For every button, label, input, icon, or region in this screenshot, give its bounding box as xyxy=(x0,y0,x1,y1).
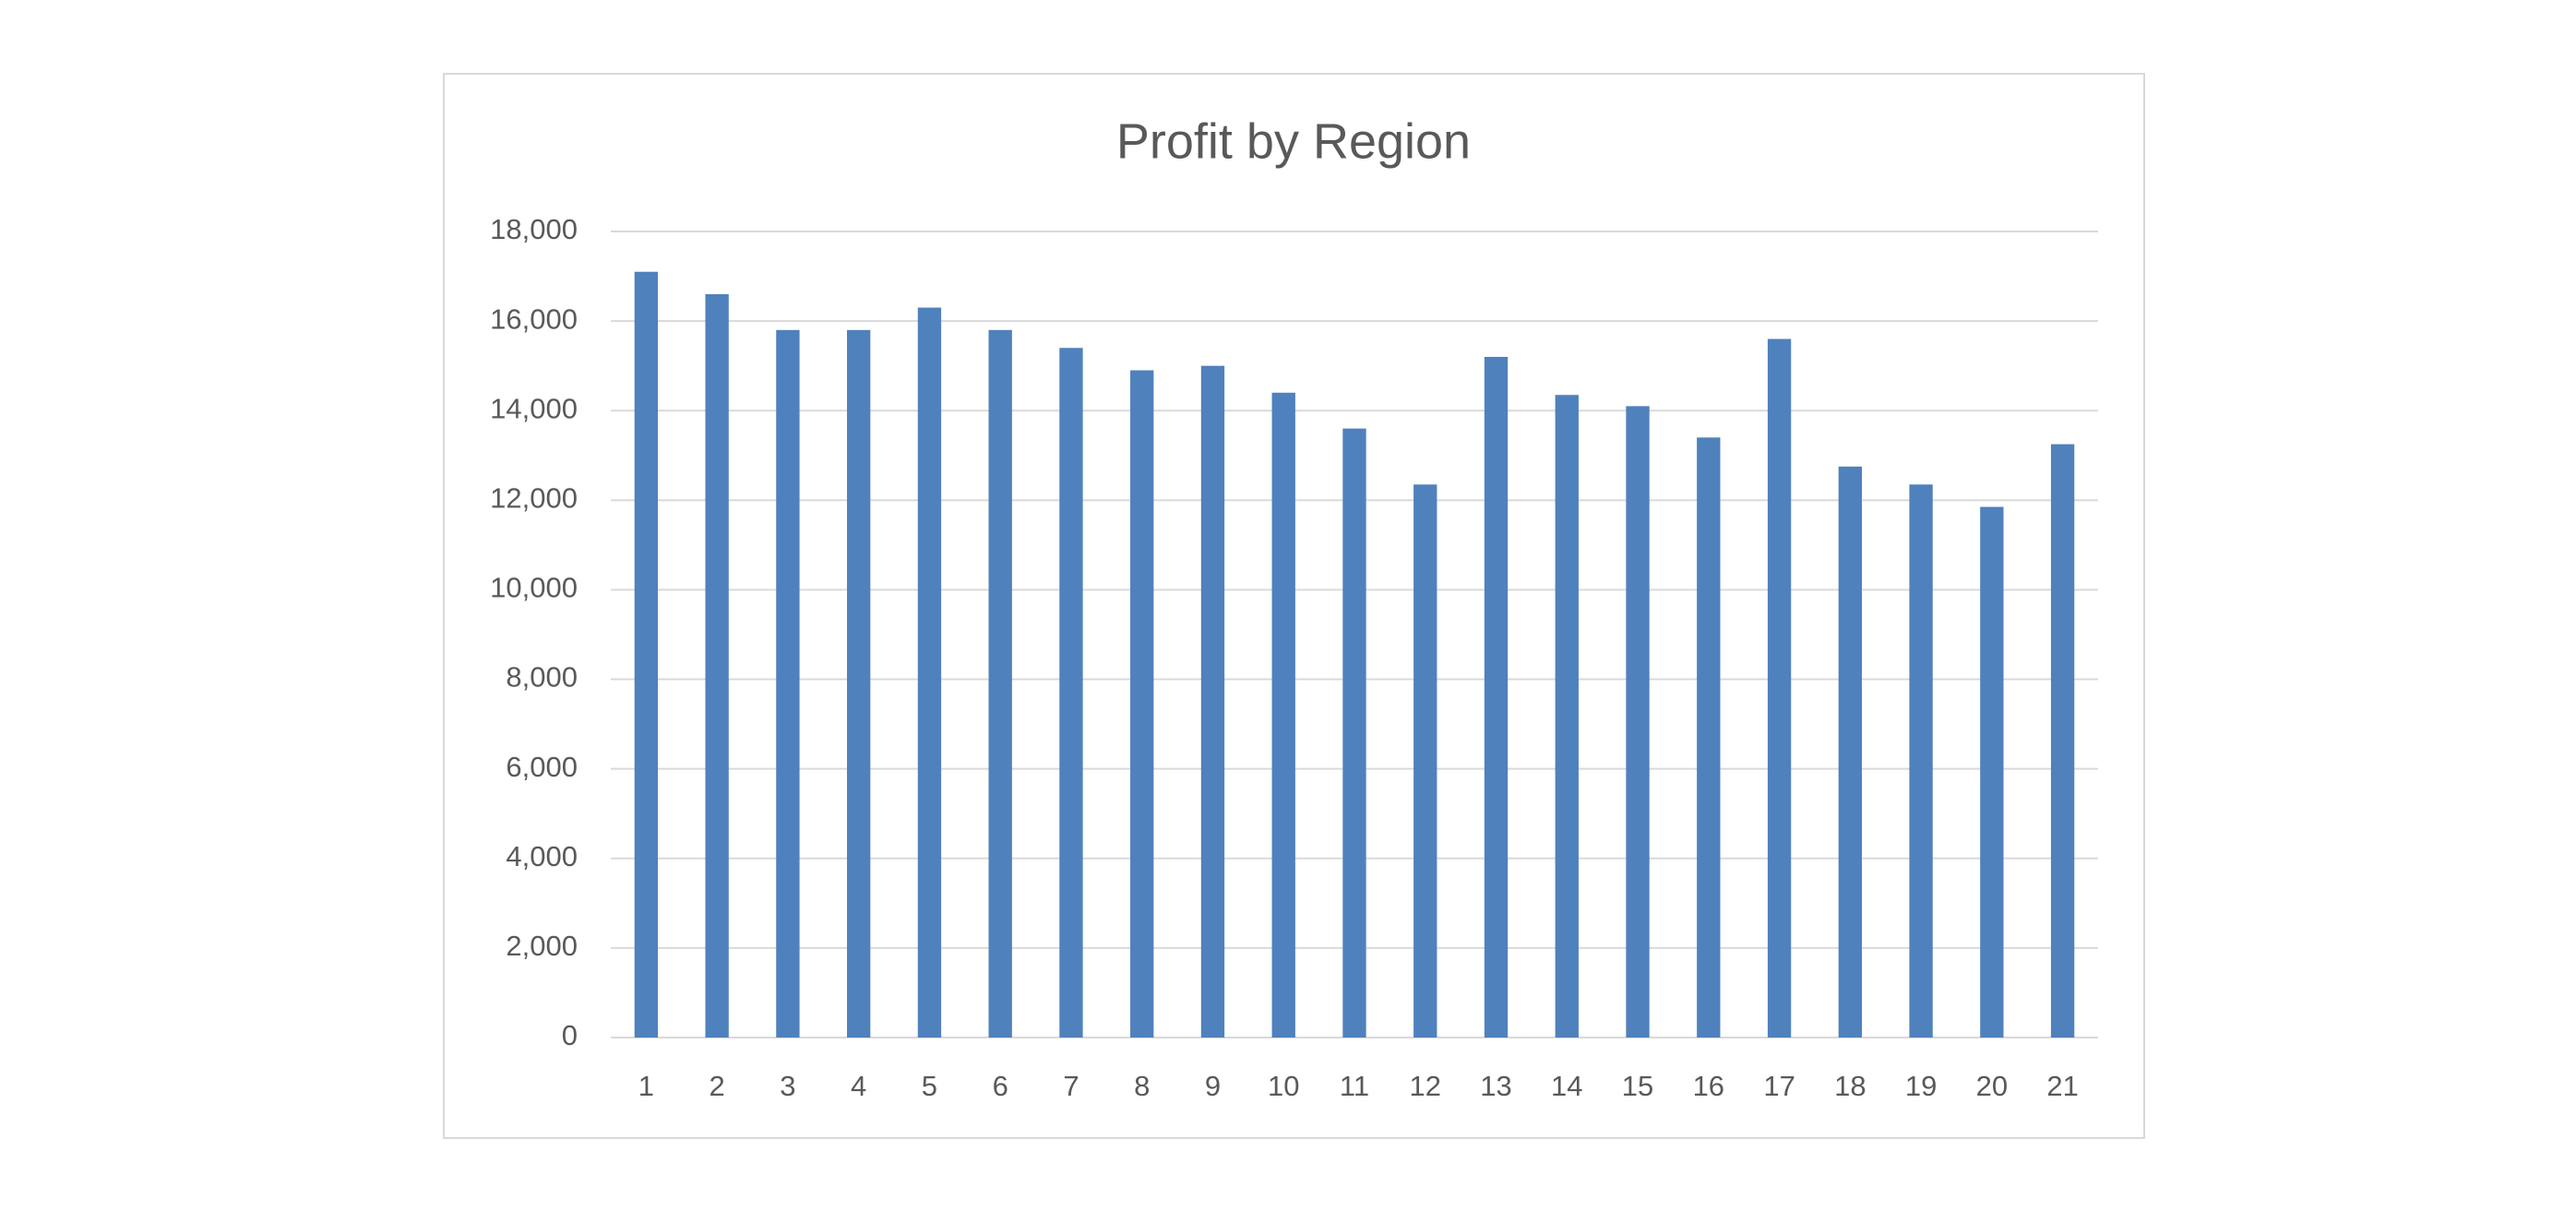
y-tick-label: 10,000 xyxy=(490,572,578,604)
x-tick-label: 8 xyxy=(1134,1070,1150,1102)
x-tick-label: 9 xyxy=(1205,1070,1221,1102)
bar xyxy=(847,329,871,1038)
x-tick-label: 20 xyxy=(1976,1070,2008,1102)
x-tick-label: 10 xyxy=(1268,1070,1299,1102)
x-tick-label: 1 xyxy=(638,1070,654,1102)
x-tick-label: 12 xyxy=(1410,1070,1441,1102)
bar xyxy=(1130,370,1154,1038)
x-tick-label: 21 xyxy=(2046,1070,2078,1102)
y-tick-label: 14,000 xyxy=(490,392,578,424)
bar xyxy=(1200,365,1225,1038)
bar xyxy=(776,329,800,1038)
bar xyxy=(2050,444,2075,1038)
y-tick-label: 12,000 xyxy=(490,482,578,515)
x-tick-label: 14 xyxy=(1551,1070,1582,1102)
x-tick-label: 11 xyxy=(1340,1070,1369,1102)
bar xyxy=(1342,428,1366,1038)
x-tick-label: 2 xyxy=(710,1070,725,1102)
x-tick-label: 3 xyxy=(780,1070,795,1102)
x-tick-label: 13 xyxy=(1480,1070,1511,1102)
bar xyxy=(1413,484,1437,1038)
x-tick-label: 17 xyxy=(1763,1070,1795,1102)
bar xyxy=(1838,466,1862,1038)
bar xyxy=(1767,338,1792,1038)
bar xyxy=(988,329,1012,1038)
x-tick-label: 4 xyxy=(851,1070,866,1102)
x-tick-label: 7 xyxy=(1063,1070,1079,1102)
bar xyxy=(1626,406,1650,1038)
x-tick-label: 15 xyxy=(1622,1070,1653,1102)
x-tick-label: 18 xyxy=(1834,1070,1866,1102)
bar xyxy=(917,307,942,1038)
y-tick-label: 16,000 xyxy=(490,302,578,335)
bar xyxy=(705,293,729,1038)
x-tick-label: 19 xyxy=(1905,1070,1937,1102)
y-tick-label: 18,000 xyxy=(490,213,578,245)
bar xyxy=(1484,356,1509,1038)
bar xyxy=(1555,395,1579,1038)
x-tick-label: 5 xyxy=(922,1070,937,1102)
x-tick-label: 6 xyxy=(993,1070,1008,1102)
bar xyxy=(1271,392,1295,1038)
bar xyxy=(1980,506,2004,1038)
y-tick-label: 4,000 xyxy=(506,840,578,872)
bar xyxy=(1059,348,1083,1038)
x-tick-label: 16 xyxy=(1693,1070,1724,1102)
bar xyxy=(1697,437,1721,1038)
bar xyxy=(1909,484,1933,1038)
chart-title: Profit by Region xyxy=(1116,113,1471,169)
y-tick-label: 0 xyxy=(562,1019,578,1051)
y-tick-label: 8,000 xyxy=(506,661,578,694)
y-tick-label: 2,000 xyxy=(506,930,578,962)
y-tick-label: 6,000 xyxy=(506,751,578,783)
bar xyxy=(634,271,659,1038)
